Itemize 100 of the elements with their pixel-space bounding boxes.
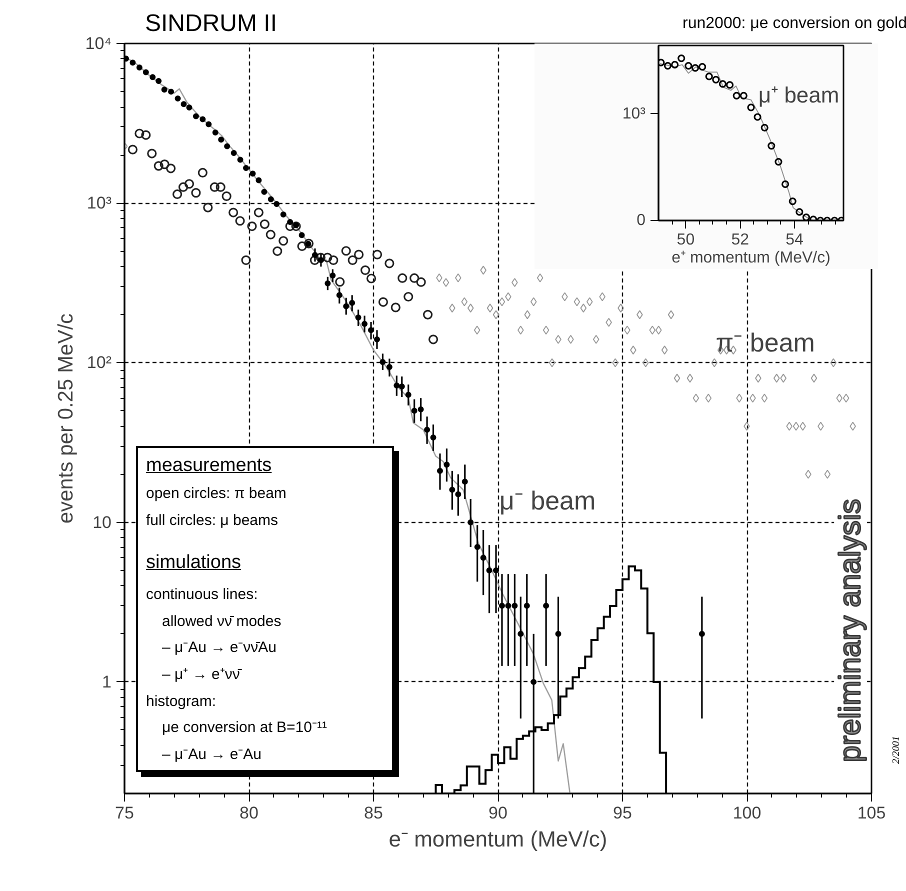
- x-axis-title: e⁻ momentum (MeV/c): [388, 826, 608, 852]
- point: [360, 265, 370, 275]
- point: [726, 81, 734, 89]
- x-tick-label: 90: [488, 804, 508, 822]
- point: [718, 80, 727, 88]
- point: [272, 246, 282, 256]
- x-tick-label: 54: [786, 232, 804, 248]
- point: [198, 168, 208, 178]
- point: [768, 142, 776, 150]
- x-axis-title: e⁺ momentum (MeV/c): [672, 250, 830, 266]
- point: [147, 148, 157, 158]
- point: [781, 180, 790, 188]
- annotation: – μ⁻Au → e⁻Au: [162, 744, 263, 765]
- point: [788, 198, 796, 206]
- annotation: μe conversion at B=10⁻¹¹: [162, 718, 328, 738]
- point: [322, 252, 332, 262]
- annotation: simulations: [146, 552, 242, 574]
- point: [428, 334, 438, 344]
- x-tick-label: 52: [731, 232, 750, 248]
- point: [754, 113, 762, 121]
- point: [366, 274, 376, 284]
- point: [178, 182, 188, 192]
- point: [260, 219, 270, 229]
- point: [796, 208, 804, 216]
- point: [166, 164, 176, 174]
- point: [228, 208, 238, 218]
- y-tick-label: 10: [92, 512, 112, 532]
- x-tick-label: 105: [857, 804, 886, 822]
- point: [247, 221, 257, 232]
- y-tick-label: 1: [102, 672, 112, 692]
- y-tick-label: 10³: [86, 194, 112, 213]
- y-tick-label: 10⁴: [85, 34, 112, 53]
- annotation: measurements: [146, 455, 272, 476]
- point: [372, 250, 382, 260]
- point: [684, 62, 692, 70]
- annotation: continuous lines:: [146, 585, 259, 606]
- point: [278, 236, 288, 246]
- point: [740, 92, 748, 100]
- point: [285, 221, 295, 232]
- annotation: full circles: μ beams: [146, 510, 280, 531]
- annotation: open circles: π beam: [146, 484, 288, 504]
- point: [671, 60, 679, 68]
- point: [235, 216, 245, 226]
- point: [203, 202, 213, 212]
- text: 2/2001: [890, 736, 903, 764]
- point: [291, 221, 301, 232]
- point: [712, 76, 720, 84]
- point: [328, 255, 338, 265]
- x-tick-label: 80: [240, 804, 258, 822]
- point: [216, 182, 226, 192]
- point: [297, 241, 307, 251]
- x-tick-label: 85: [364, 804, 383, 822]
- point: [134, 128, 144, 138]
- point: [310, 255, 320, 265]
- point: [128, 144, 138, 154]
- y-axis-title: events per 0.25 MeV/c: [54, 313, 78, 524]
- point: [341, 246, 351, 256]
- annotation: preliminary analysis: [834, 498, 868, 762]
- point: [398, 273, 408, 283]
- point: [691, 64, 700, 72]
- annotation: – μ⁺ → e⁺νν̄: [162, 664, 243, 685]
- point: [210, 182, 220, 192]
- point: [254, 208, 264, 218]
- point: [422, 310, 433, 320]
- point: [378, 297, 388, 307]
- annotation: – μ⁻Au → e⁻νν̄Au: [162, 638, 278, 658]
- chart-subtitle: run2000: μe conversion on gold: [682, 14, 906, 34]
- annotation: μ⁺ beam: [758, 82, 840, 108]
- point: [410, 273, 420, 283]
- point: [802, 214, 810, 220]
- y-tick-label: 10³: [622, 105, 646, 122]
- point: [222, 191, 232, 201]
- point: [384, 258, 394, 268]
- point: [747, 104, 755, 112]
- point: [678, 54, 686, 62]
- annotation: allowed νν̄ modes: [162, 612, 282, 632]
- point: [335, 277, 345, 287]
- point: [154, 161, 164, 171]
- y-tick-label: 10²: [86, 353, 112, 372]
- point: [664, 62, 672, 70]
- annotation: histogram:: [146, 692, 218, 712]
- point: [266, 230, 276, 240]
- annotation: π⁻ beam: [716, 328, 815, 358]
- point: [760, 124, 768, 132]
- x-tick-label: 100: [732, 804, 762, 822]
- point: [191, 188, 201, 198]
- point: [241, 255, 251, 265]
- point: [172, 189, 182, 199]
- point: [160, 160, 170, 170]
- point: [304, 238, 314, 248]
- point: [658, 58, 665, 66]
- point: [774, 158, 782, 166]
- point: [390, 302, 400, 312]
- annotation: μ⁻ beam: [499, 485, 596, 516]
- x-tick-label: 95: [613, 804, 632, 822]
- point: [348, 255, 358, 265]
- point: [141, 130, 151, 140]
- chart-title: SINDRUM II: [145, 9, 277, 39]
- point: [698, 63, 706, 71]
- point: [404, 292, 414, 302]
